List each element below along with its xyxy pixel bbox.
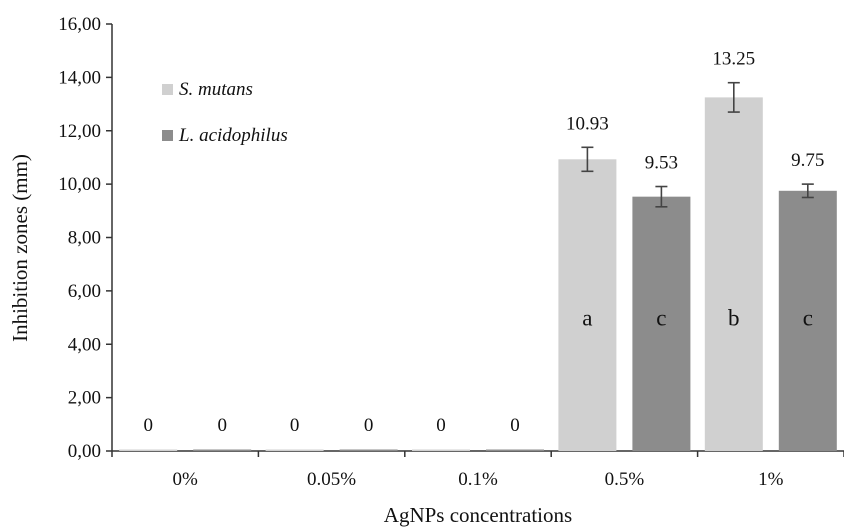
data-label: 9.75 [791,150,824,171]
legend: S. mutans L. acidophilus [162,79,288,146]
significance-letter: b [728,306,740,331]
data-label: 0 [290,415,300,436]
legend-label: S. mutans [179,79,253,100]
bar [339,449,398,451]
y-tick-label: 10,00 [58,174,101,195]
x-axis-title: AgNPs concentrations [384,503,572,527]
data-label: 0 [510,415,520,436]
x-tick-label: 0.05% [307,469,356,490]
data-labels: 0 0 0 10.93 a 13.25 b 0 0 0 9.53 c 9.75 c [143,49,824,436]
x-tick-label: 0.5% [605,469,645,490]
bars [119,81,837,452]
axes: 0,00 2,00 4,00 6,00 8,00 10,00 12,00 14,00 16,00… [58,14,844,490]
bar [558,159,617,452]
significance-letter: c [656,306,666,331]
y-tick-label: 8,00 [68,228,101,249]
y-axis-title: Inhibition zones (mm) [8,154,32,342]
bar [119,449,178,451]
y-tick-label: 4,00 [68,334,101,355]
bar [265,449,324,451]
data-label: 0 [143,415,153,436]
legend-label: L. acidophilus [178,125,288,146]
bar [193,449,252,451]
data-label: 13.25 [712,49,755,70]
significance-letter: c [803,306,813,331]
y-tick-label: 0,00 [68,441,101,462]
significance-letter: a [582,306,592,331]
y-tick-label: 14,00 [58,67,101,88]
bar [778,190,837,451]
data-label: 0 [436,415,446,436]
data-label: 0 [217,415,227,436]
x-tick-label: 0% [173,469,199,490]
bar [412,449,470,451]
y-tick-label: 12,00 [58,121,101,142]
data-label: 0 [364,415,374,436]
bar [486,449,544,451]
bar [704,97,763,451]
legend-swatch [162,130,173,141]
y-tick-label: 2,00 [68,388,101,409]
y-tick-label: 6,00 [68,281,101,302]
data-label: 10.93 [566,113,609,134]
x-tick-label: 1% [758,469,784,490]
y-tick-label: 16,00 [58,14,101,35]
data-label: 9.53 [645,153,678,174]
bar [632,196,691,451]
x-tick-label: 0.1% [458,469,498,490]
legend-swatch [162,84,173,95]
